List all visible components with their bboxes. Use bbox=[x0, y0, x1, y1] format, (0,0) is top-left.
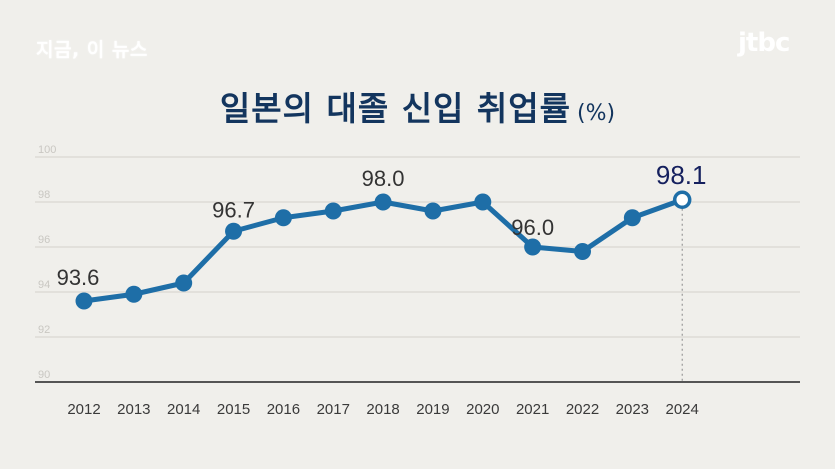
data-point-2022 bbox=[574, 243, 591, 260]
data-point-2019 bbox=[424, 202, 442, 220]
data-point-2014 bbox=[175, 274, 193, 292]
data-point-2018 bbox=[374, 193, 392, 211]
chart-title: 일본의 대졸 신입 취업률 bbox=[219, 89, 571, 128]
data-label-2018: 98.0 bbox=[362, 166, 405, 191]
program-name: 지금, 이 뉴스 bbox=[36, 39, 148, 61]
x-tick-2019: 2019 bbox=[416, 401, 449, 418]
x-tick-2020: 2020 bbox=[466, 401, 499, 418]
data-point-2012 bbox=[75, 292, 93, 310]
y-tick-100: 100 bbox=[38, 144, 56, 156]
data-point-2015 bbox=[225, 222, 243, 240]
x-tick-2017: 2017 bbox=[317, 401, 350, 418]
y-tick-94: 94 bbox=[38, 279, 50, 291]
data-point-2021 bbox=[524, 238, 542, 256]
broadcaster-logo: jtbc bbox=[738, 28, 790, 58]
data-point-2017 bbox=[324, 202, 342, 220]
chart-unit-label: (%) bbox=[577, 101, 616, 126]
x-tick-2018: 2018 bbox=[366, 401, 399, 418]
x-tick-2016: 2016 bbox=[267, 401, 300, 418]
x-tick-2024: 2024 bbox=[666, 401, 699, 418]
x-tick-2015: 2015 bbox=[217, 401, 250, 418]
x-tick-2014: 2014 bbox=[167, 401, 200, 418]
data-point-2023 bbox=[623, 209, 641, 227]
chart-title-block: 일본의 대졸 신입 취업률 (%) bbox=[0, 82, 835, 130]
x-tick-2012: 2012 bbox=[67, 401, 100, 418]
series-line bbox=[81, 197, 685, 304]
data-label-2012: 93.6 bbox=[57, 265, 100, 290]
data-label-2024: 98.1 bbox=[656, 160, 707, 190]
x-tick-2021: 2021 bbox=[516, 401, 549, 418]
data-label-2021: 96.0 bbox=[511, 215, 554, 240]
x-tick-2023: 2023 bbox=[616, 401, 649, 418]
data-point-2016 bbox=[274, 209, 292, 227]
data-point-2020 bbox=[474, 193, 492, 211]
data-label-2015: 96.7 bbox=[212, 197, 255, 222]
data-point-2013 bbox=[125, 285, 143, 303]
y-tick-98: 98 bbox=[38, 189, 50, 201]
x-tick-2013: 2013 bbox=[117, 401, 150, 418]
y-tick-90: 90 bbox=[38, 369, 50, 381]
data-point-2024 bbox=[672, 190, 692, 209]
y-tick-92: 92 bbox=[38, 324, 50, 336]
y-tick-96: 96 bbox=[38, 234, 50, 246]
x-tick-2022: 2022 bbox=[566, 401, 599, 418]
